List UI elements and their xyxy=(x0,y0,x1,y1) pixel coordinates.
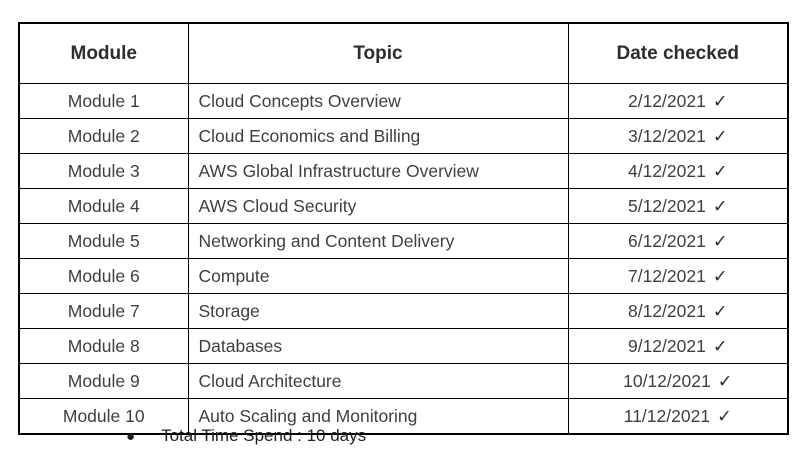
date-cell: 2/12/2021 ✓ xyxy=(567,83,789,119)
topic-cell: Storage xyxy=(187,293,569,329)
table-row: Module 10 Auto Scaling and Monitoring 11… xyxy=(18,398,789,435)
check-icon: ✓ xyxy=(712,195,728,216)
module-cell: Module 2 xyxy=(18,118,189,154)
date-value: 7/12/2021 xyxy=(627,265,706,286)
topic-cell: Cloud Economics and Billing xyxy=(187,118,569,154)
topic-cell: AWS Cloud Security xyxy=(187,188,569,224)
date-cell: 11/12/2021 ✓ xyxy=(567,398,789,435)
module-cell: Module 10 xyxy=(18,398,189,435)
date-cell: 10/12/2021 ✓ xyxy=(567,363,789,399)
table-row: Module 5 Networking and Content Delivery… xyxy=(18,223,789,259)
topic-cell: Networking and Content Delivery xyxy=(187,223,569,259)
table-row: Module 6 Compute 7/12/2021 ✓ xyxy=(18,258,789,294)
date-cell: 8/12/2021 ✓ xyxy=(567,293,789,329)
module-cell: Module 4 xyxy=(18,188,189,224)
table-row: Module 7 Storage 8/12/2021 ✓ xyxy=(18,293,789,329)
topic-cell: Cloud Concepts Overview xyxy=(187,83,569,119)
column-header-date-checked: Date checked xyxy=(567,22,789,84)
topic-cell: Auto Scaling and Monitoring xyxy=(187,398,569,435)
date-value: 8/12/2021 xyxy=(627,300,706,321)
check-icon: ✓ xyxy=(717,405,732,426)
topic-cell: Compute xyxy=(187,258,569,294)
check-icon: ✓ xyxy=(712,125,728,146)
bullet-icon: ● xyxy=(126,427,136,445)
module-cell: Module 8 xyxy=(18,328,189,364)
module-cell: Module 6 xyxy=(18,258,189,294)
date-value: 5/12/2021 xyxy=(627,195,706,216)
check-icon: ✓ xyxy=(712,160,728,181)
date-value: 11/12/2021 xyxy=(623,405,711,426)
topic-cell: AWS Global Infrastructure Overview xyxy=(187,153,569,189)
module-schedule-table: Module Topic Date checked Module 1 Cloud… xyxy=(18,22,789,435)
module-cell: Module 1 xyxy=(18,83,189,119)
module-cell: Module 5 xyxy=(18,223,189,259)
date-cell: 6/12/2021 ✓ xyxy=(567,223,789,259)
module-cell: Module 9 xyxy=(18,363,189,399)
column-header-topic: Topic xyxy=(187,22,569,84)
topic-cell: Cloud Architecture xyxy=(187,363,569,399)
date-cell: 3/12/2021 ✓ xyxy=(567,118,789,154)
summary-text: Total Time Spend : 10 days xyxy=(161,426,367,445)
check-icon: ✓ xyxy=(712,300,728,321)
table-row: Module 8 Databases 9/12/2021 ✓ xyxy=(18,328,789,364)
table-row: Module 1 Cloud Concepts Overview 2/12/20… xyxy=(18,83,789,119)
table-row: Module 3 AWS Global Infrastructure Overv… xyxy=(18,153,789,189)
date-value: 2/12/2021 xyxy=(627,90,706,111)
table-row: Module 2 Cloud Economics and Billing 3/1… xyxy=(18,118,789,154)
date-cell: 4/12/2021 ✓ xyxy=(567,153,789,189)
check-icon: ✓ xyxy=(712,265,728,286)
date-value: 9/12/2021 xyxy=(627,335,706,356)
date-value: 10/12/2021 xyxy=(623,370,711,391)
date-cell: 9/12/2021 ✓ xyxy=(567,328,789,364)
date-cell: 7/12/2021 ✓ xyxy=(567,258,789,294)
module-cell: Module 3 xyxy=(18,153,189,189)
table-row: Module 4 AWS Cloud Security 5/12/2021 ✓ xyxy=(18,188,789,224)
summary-line: ● Total Time Spend : 10 days xyxy=(126,426,366,446)
date-value: 6/12/2021 xyxy=(627,230,706,251)
date-value: 3/12/2021 xyxy=(627,125,706,146)
header-row: Module Topic Date checked xyxy=(18,22,789,84)
check-icon: ✓ xyxy=(717,370,733,391)
topic-cell: Databases xyxy=(187,328,569,364)
date-value: 4/12/2021 xyxy=(627,160,706,181)
check-icon: ✓ xyxy=(712,90,728,111)
date-cell: 5/12/2021 ✓ xyxy=(567,188,789,224)
check-icon: ✓ xyxy=(712,335,728,356)
module-cell: Module 7 xyxy=(18,293,189,329)
column-header-module: Module xyxy=(18,22,189,84)
table-row: Module 9 Cloud Architecture 10/12/2021 ✓ xyxy=(18,363,789,399)
check-icon: ✓ xyxy=(712,230,728,251)
